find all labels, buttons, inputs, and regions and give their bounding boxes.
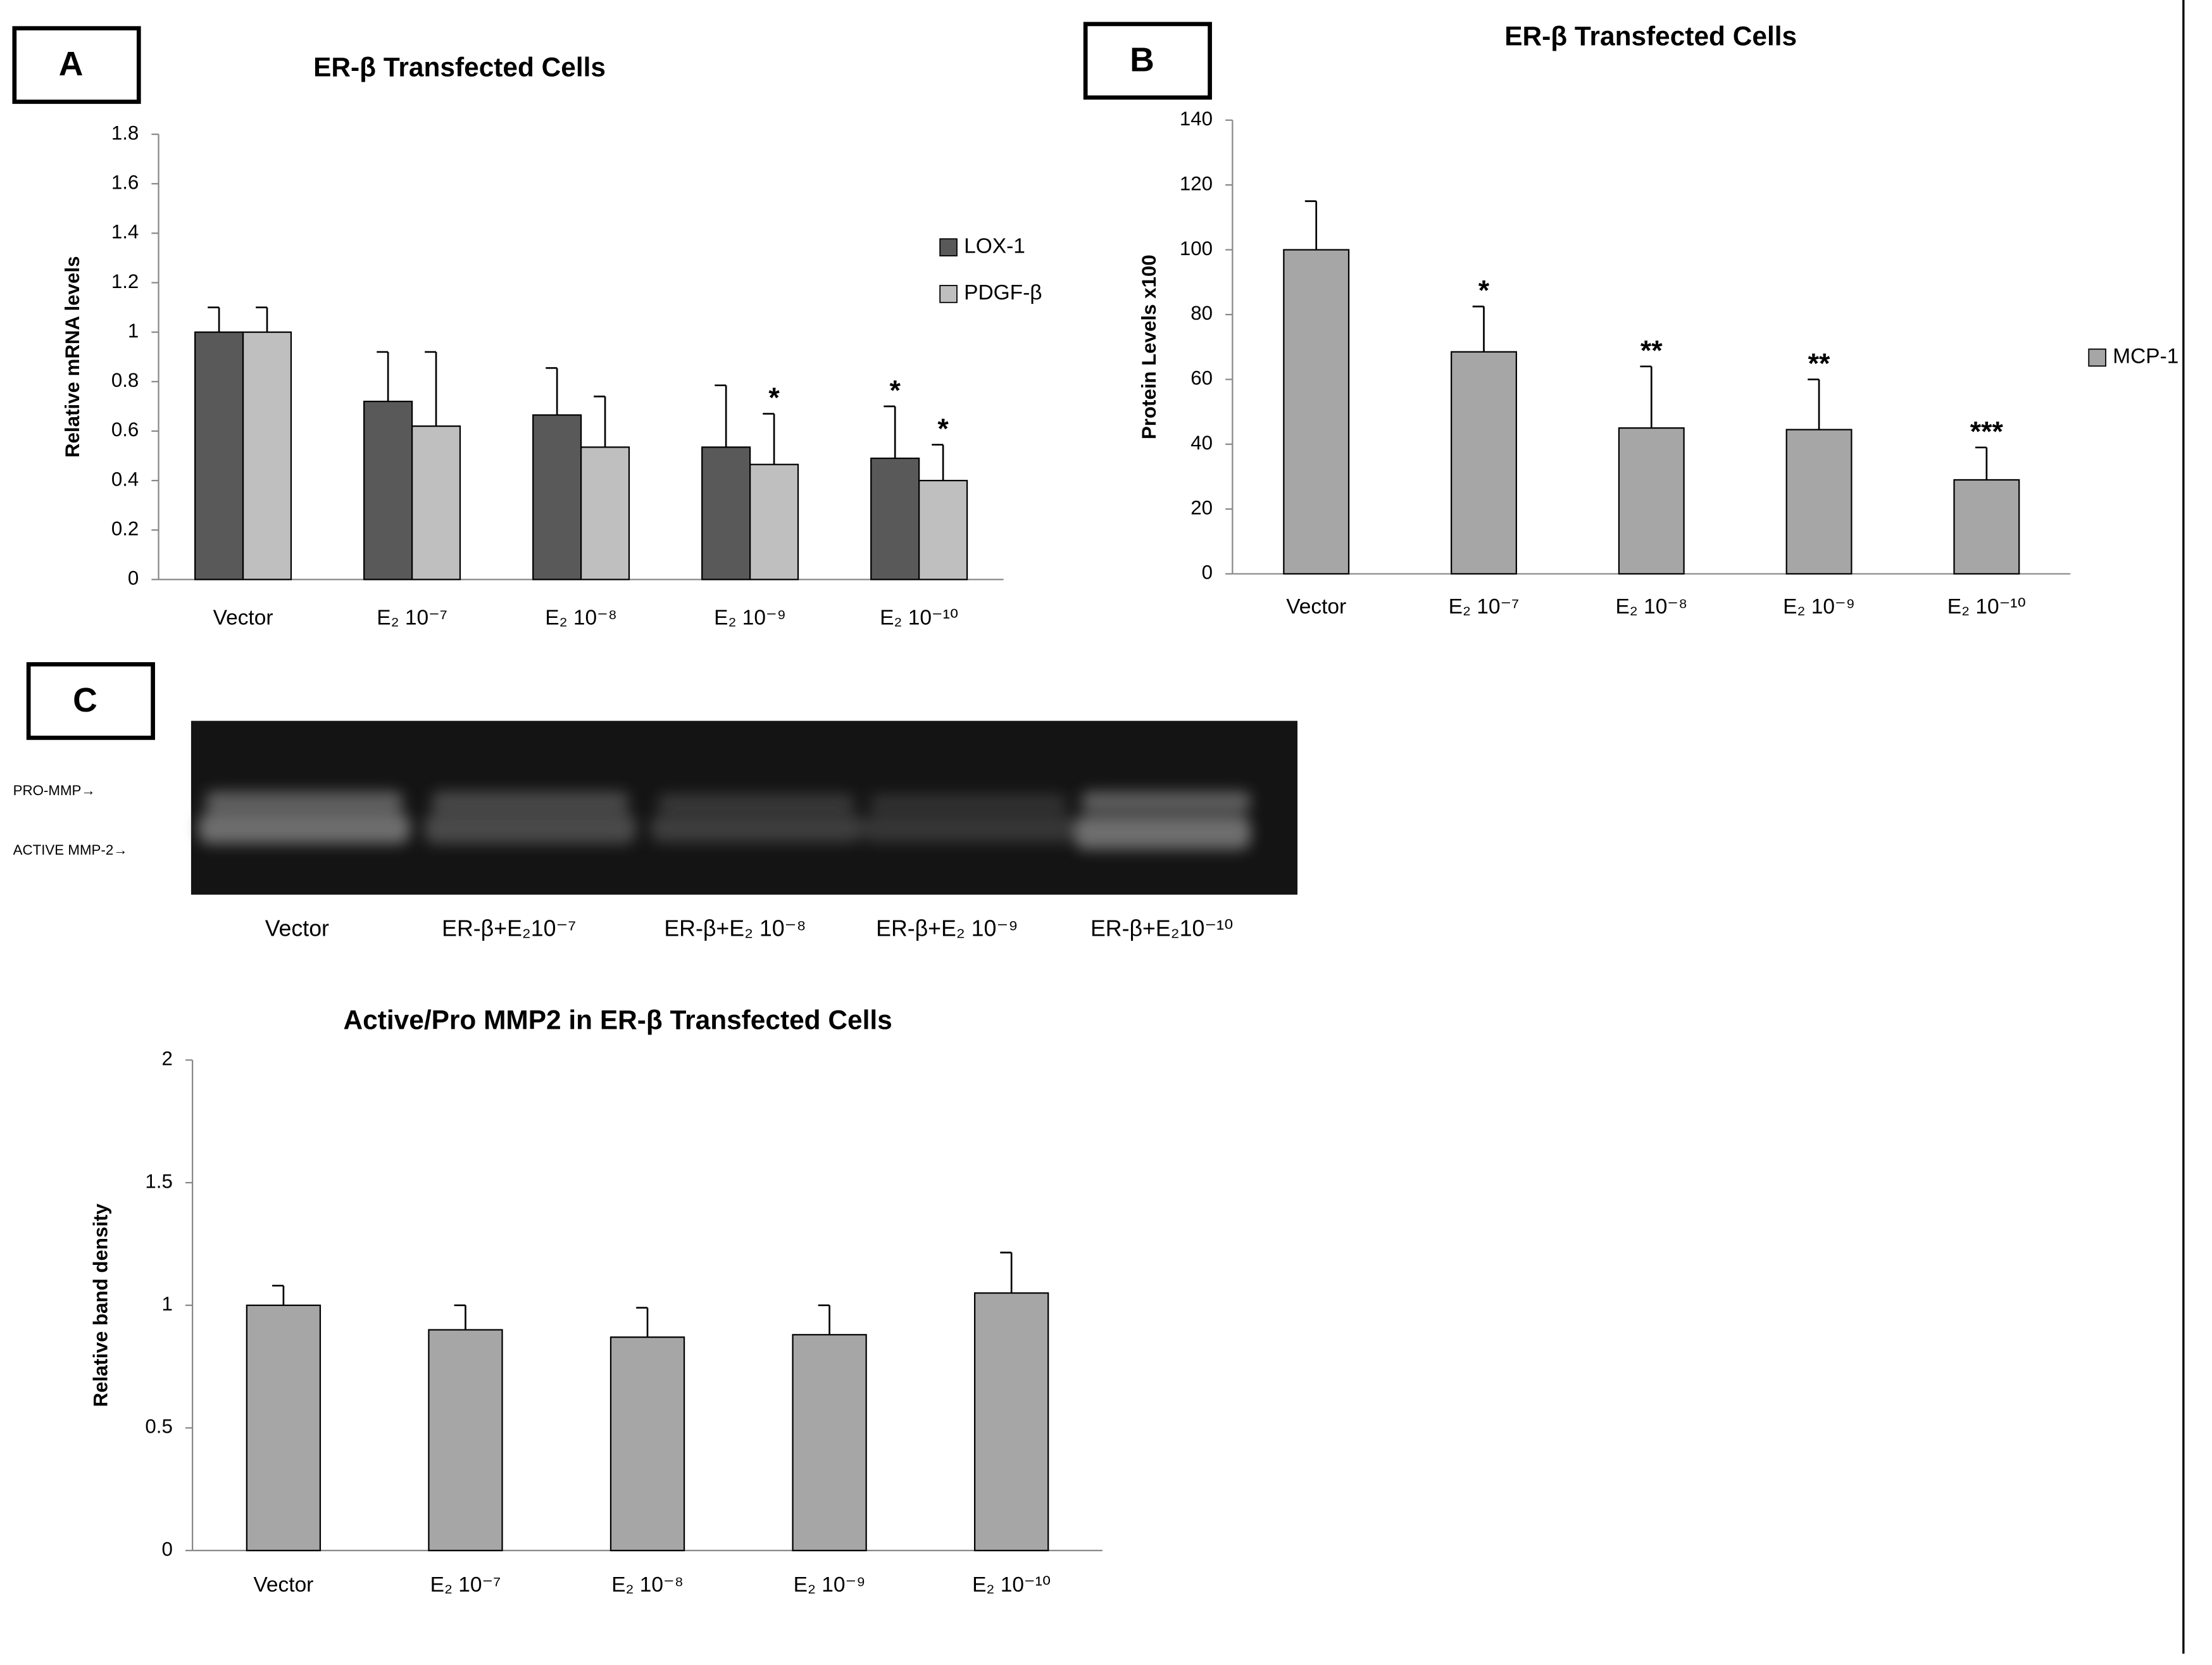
bar [1785,429,1853,575]
bar [609,1336,685,1552]
x-tick-label: E₂ 10⁻¹⁰ [880,606,958,630]
y-tick-label: 1.4 [111,221,139,243]
gel-lane-label: ER-β+E₂10⁻⁷ [442,915,576,941]
y-tick-label: 0.5 [145,1416,172,1438]
gel-row-label: ACTIVE MMP-2→ [13,842,128,858]
chart-title: ER-β Transfected Cells [313,53,606,82]
legend-label: MCP-1 [2113,345,2178,368]
y-tick-label: 0.6 [111,418,139,441]
bar [973,1292,1049,1552]
legend-swatch [939,285,958,303]
y-tick-label: 0 [1202,562,1213,584]
panel-box [12,26,141,104]
panel-label: B [1130,41,1154,79]
x-tick-label: E₂ 10⁻⁷ [1449,595,1520,619]
significance: ** [1808,348,1830,379]
legend-swatch [939,238,958,256]
gel-lane-label: ER-β+E₂ 10⁻⁸ [664,915,806,941]
bar [792,1334,867,1552]
panel-box [26,662,155,740]
y-tick-label: 1.5 [145,1170,172,1192]
y-tick-label: 100 [1180,237,1213,260]
bar [411,425,461,581]
gel-lane-label: ER-β+E₂ 10⁻⁹ [876,915,1018,941]
x-tick-label: E₂ 10⁻¹⁰ [972,1573,1051,1597]
y-tick-label: 60 [1190,367,1213,389]
x-tick-label: E₂ 10⁻⁹ [714,606,786,630]
x-tick-label: E₂ 10⁻⁸ [545,606,617,630]
significance: * [937,413,949,444]
y-axis-label: Protein Levels x100 [1138,254,1160,439]
y-tick-label: 2 [161,1048,172,1070]
y-tick-label: 20 [1190,496,1213,518]
y-tick-label: 0 [128,567,139,589]
chart-title: Active/Pro MMP2 in ER-β Transfected Cell… [344,1005,892,1034]
y-axis-label: Relative band density [89,1203,111,1407]
y-tick-label: 80 [1190,302,1213,324]
panel-label: C [73,681,97,719]
y-tick-label: 1.8 [111,122,139,144]
bar [701,446,751,581]
significance: * [768,382,780,413]
legend-label: PDGF-β [964,281,1042,305]
y-tick-label: 0 [161,1538,172,1560]
bar [1618,427,1685,575]
y-tick-label: 140 [1180,108,1213,130]
x-tick-label: E₂ 10⁻⁹ [794,1573,866,1597]
panel-box [1083,22,1212,100]
y-tick-label: 0.8 [111,369,139,391]
gel-lane-label: ER-β+E₂10⁻¹⁰ [1090,915,1233,941]
bar [363,400,413,581]
bar [1953,479,2020,575]
significance: *** [1970,416,2004,447]
legend-swatch [2088,348,2106,367]
panel-label: A [59,45,84,83]
y-tick-label: 1 [128,320,139,342]
bar [246,1304,322,1552]
significance: ** [1640,335,1663,366]
x-tick-label: E₂ 10⁻⁷ [377,606,447,630]
bar [918,479,968,581]
x-tick-label: E₂ 10⁻⁸ [1615,595,1687,619]
bar [532,414,582,581]
bar [580,446,630,581]
y-tick-label: 1.2 [111,270,139,292]
chart-title: ER-β Transfected Cells [1504,21,1797,51]
y-tick-label: 40 [1190,432,1213,454]
legend-label: LOX-1 [964,235,1025,258]
y-tick-label: 1 [161,1293,172,1315]
x-tick-label: E₂ 10⁻¹⁰ [1947,595,2026,619]
gel-lane-label: Vector [265,915,329,941]
significance: * [889,375,901,406]
significance: * [1478,275,1490,306]
x-tick-label: Vector [213,606,273,630]
bar [1451,351,1517,575]
bar [1283,249,1350,575]
gel-image [191,720,1298,895]
x-tick-label: Vector [253,1573,313,1597]
bar [428,1329,503,1552]
bar [870,457,920,581]
gel-row-label: PRO-MMP→ [13,782,96,798]
x-tick-label: E₂ 10⁻⁸ [611,1573,684,1597]
y-axis-label: Relative mRNA levels [61,256,84,458]
bar [194,331,244,581]
y-tick-label: 0.4 [111,468,139,490]
x-tick-label: Vector [1286,595,1346,619]
x-tick-label: E₂ 10⁻⁷ [430,1573,501,1597]
y-tick-label: 120 [1180,172,1213,194]
y-tick-label: 1.6 [111,171,139,193]
x-tick-label: E₂ 10⁻⁹ [1783,595,1855,619]
y-tick-label: 0.2 [111,517,139,539]
bar [749,463,799,581]
bar [242,331,292,581]
